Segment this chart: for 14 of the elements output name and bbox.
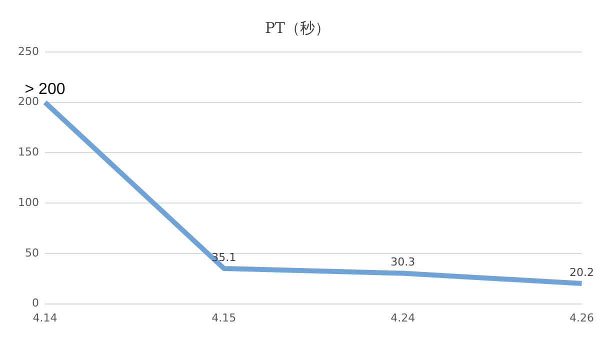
x-tick-label: 4.26: [570, 311, 594, 324]
x-tick-label: 4.15: [212, 311, 236, 324]
chart-title: PT（秒）: [264, 18, 330, 37]
x-tick-label: 4.14: [32, 311, 58, 324]
data-label: > 200: [24, 80, 66, 98]
y-tick-label: 0: [32, 296, 39, 310]
y-tick-label: 200: [18, 95, 39, 108]
y-tick-label: 50: [24, 246, 39, 260]
y-tick-label: 250: [18, 44, 39, 58]
data-label: 30.3: [390, 256, 416, 269]
y-tick-label: 100: [18, 196, 39, 209]
x-tick-label: 4.24: [390, 311, 416, 324]
data-label: 20.2: [570, 266, 594, 279]
y-tick-label: 150: [18, 146, 39, 159]
